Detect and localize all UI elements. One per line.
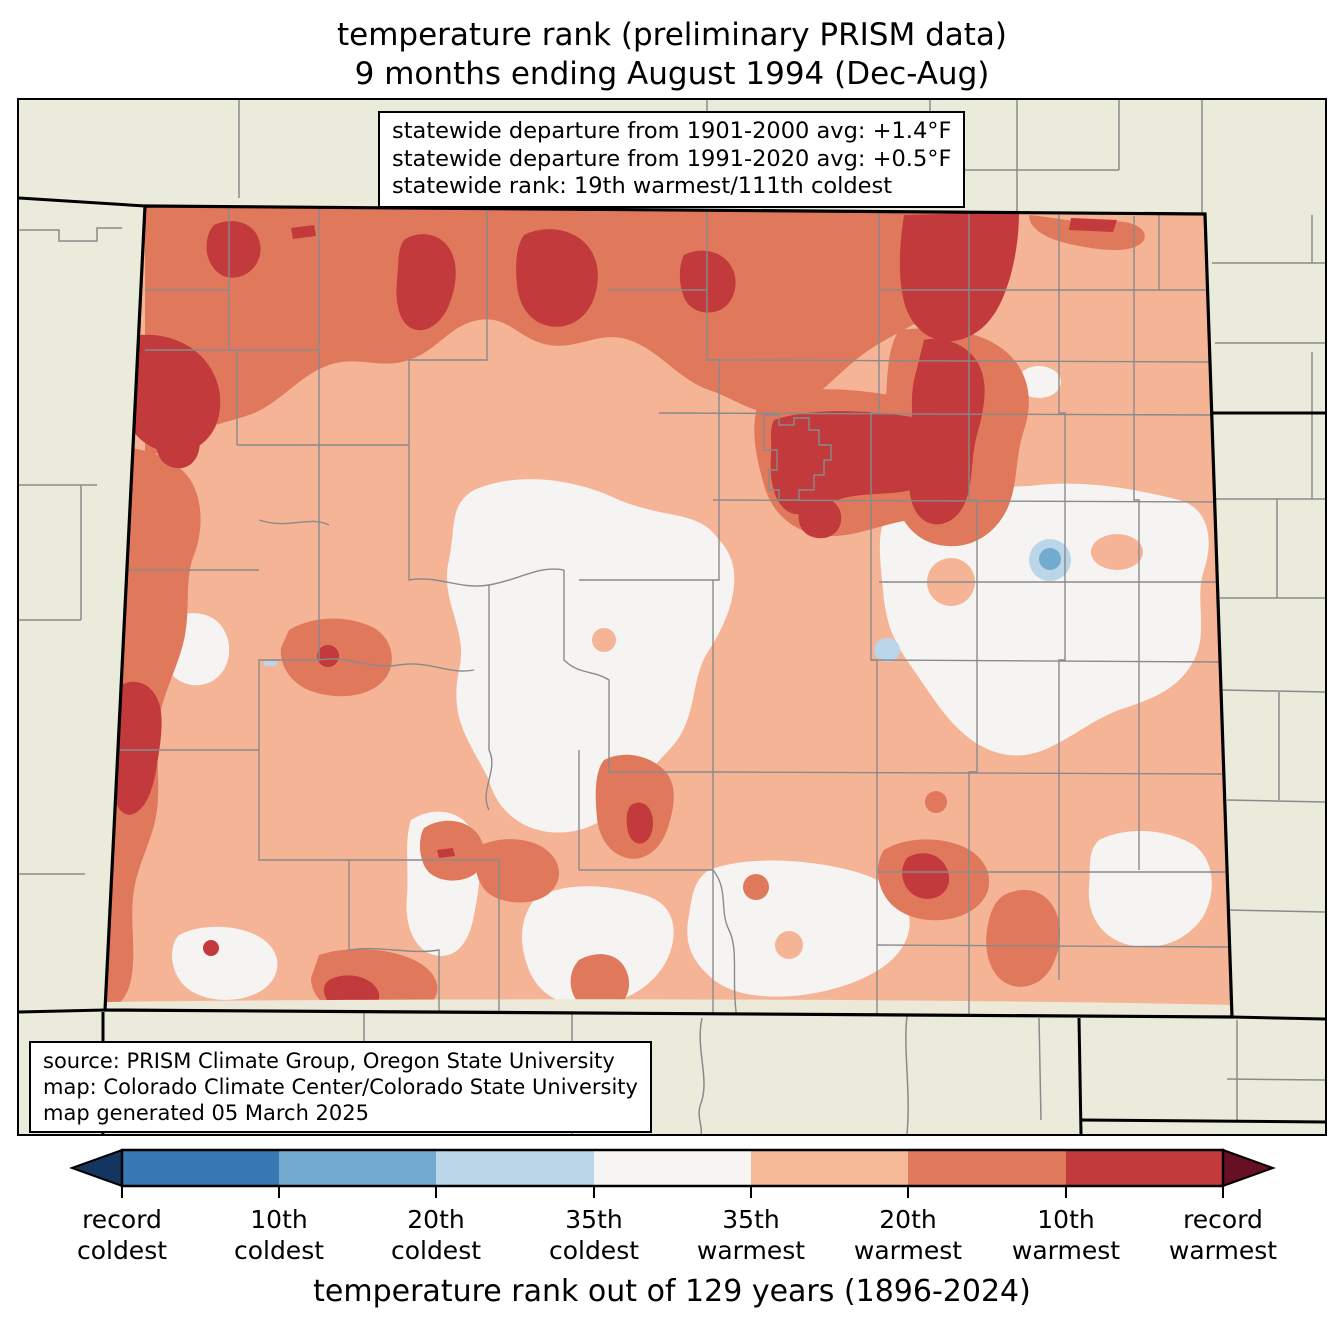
colorado-county-lines [105, 206, 1230, 1017]
legend-label-10th-warmest: 10th warmest [1011, 1205, 1121, 1265]
page-title: temperature rank (preliminary PRISM data… [0, 16, 1344, 94]
stats-box: statewide departure from 1901-2000 avg: … [378, 111, 966, 208]
colorbar-seg-2 [279, 1150, 436, 1186]
legend-label-record-coldest: record coldest [76, 1205, 168, 1265]
stats-line-1: statewide departure from 1901-2000 avg: … [392, 118, 952, 144]
colorbar [69, 1148, 1276, 1198]
colorbar-right-tip [1222, 1148, 1276, 1188]
colorbar-left-tip [69, 1148, 123, 1188]
legend-label-20th-coldest: 20th coldest [390, 1205, 482, 1265]
stats-line-2: statewide departure from 1991-2020 avg: … [392, 145, 952, 172]
neutral-regions [162, 309, 1212, 1006]
colorbar-seg-3 [436, 1150, 594, 1186]
warm-10th-regions [112, 212, 1117, 1014]
cold-spots [264, 539, 1071, 666]
colorbar-seg-1 [122, 1150, 279, 1186]
source-line-2: map: Colorado Climate Center/Colorado St… [43, 1075, 638, 1099]
colorado-map-svg [19, 100, 1325, 1134]
title-line-1: temperature rank (preliminary PRISM data… [336, 17, 1007, 53]
source-line-3: map generated 05 March 2025 [43, 1101, 370, 1125]
colorbar-frame [120, 1148, 1225, 1188]
warm-35th-islands [592, 534, 1143, 959]
legend-caption: temperature rank out of 129 years (1896-… [313, 1274, 1031, 1309]
colorado-state-outline [103, 204, 1234, 1019]
source-box: source: PRISM Climate Group, Oregon Stat… [29, 1041, 652, 1133]
colorbar-ticks [121, 1186, 1224, 1198]
south-edge-strip [105, 999, 1232, 1017]
colorbar-seg-7 [1066, 1150, 1223, 1186]
map-panel: statewide departure from 1901-2000 avg: … [17, 98, 1327, 1136]
legend-label-record-warmest: record warmest [1168, 1205, 1278, 1265]
colorbar-seg-5 [751, 1150, 908, 1186]
cold-spot-core [1039, 548, 1061, 570]
legend-label-35th-coldest: 35th coldest [548, 1205, 640, 1265]
legend-label-35th-warmest: 35th warmest [696, 1205, 806, 1265]
stats-line-3: statewide rank: 19th warmest/111th colde… [392, 173, 893, 199]
colorado-fill [105, 206, 1232, 1017]
cold-spot-sliver [264, 661, 277, 666]
legend-label-20th-warmest: 20th warmest [853, 1205, 963, 1265]
cold-spot-small [874, 638, 900, 662]
title-line-2: 9 months ending August 1994 (Dec-Aug) [354, 56, 990, 92]
colorbar-seg-6 [908, 1150, 1066, 1186]
colorbar-seg-4 [594, 1150, 751, 1186]
source-line-1: source: PRISM Climate Group, Oregon Stat… [43, 1049, 615, 1073]
legend-label-10th-coldest: 10th coldest [233, 1205, 325, 1265]
